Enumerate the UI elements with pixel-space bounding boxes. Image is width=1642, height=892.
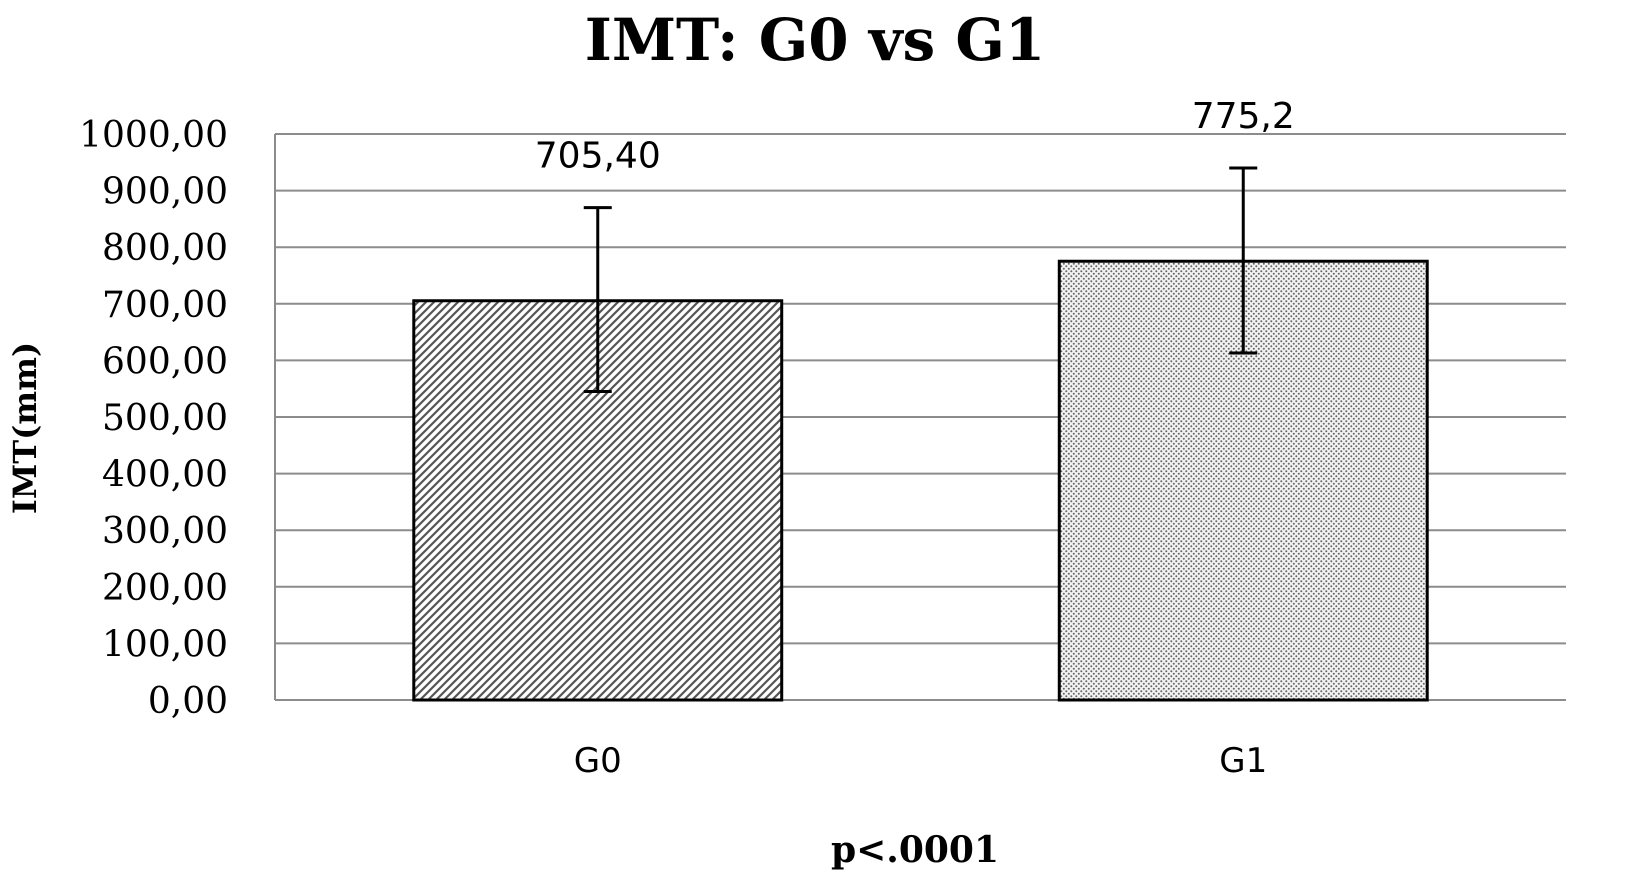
data-label-g0: 705,40 xyxy=(535,136,661,177)
y-axis-title: IMT(mm) xyxy=(6,342,44,514)
chart-title: IMT: G0 vs G1 xyxy=(585,6,1046,74)
y-tick-label: 1000,00 xyxy=(79,115,228,156)
data-labels: 705,40 775,2 xyxy=(535,96,1295,177)
y-tick-label: 400,00 xyxy=(102,455,228,496)
y-tick-label: 600,00 xyxy=(102,341,228,382)
y-tick-label: 0,00 xyxy=(148,681,228,722)
bars xyxy=(412,259,1429,702)
x-axis-title: p<.0001 xyxy=(831,829,999,871)
y-tick-label: 800,00 xyxy=(102,228,228,269)
error-bars xyxy=(583,166,1258,394)
y-tick-label: 100,00 xyxy=(102,624,228,665)
x-axis-category-labels: G0 G1 xyxy=(574,741,1267,781)
y-tick-label: 500,00 xyxy=(102,398,228,439)
y-tick-label: 900,00 xyxy=(102,172,228,213)
y-tick-label: 200,00 xyxy=(102,568,228,609)
y-tick-label: 700,00 xyxy=(102,285,228,326)
y-axis-tick-labels: 0,00 100,00 200,00 300,00 400,00 500,00 600,00… xyxy=(79,115,228,722)
y-tick-label: 300,00 xyxy=(102,511,228,552)
x-category-label: G0 xyxy=(574,741,622,781)
x-category-label: G1 xyxy=(1219,741,1267,781)
data-label-g1: 775,2 xyxy=(1192,96,1295,137)
